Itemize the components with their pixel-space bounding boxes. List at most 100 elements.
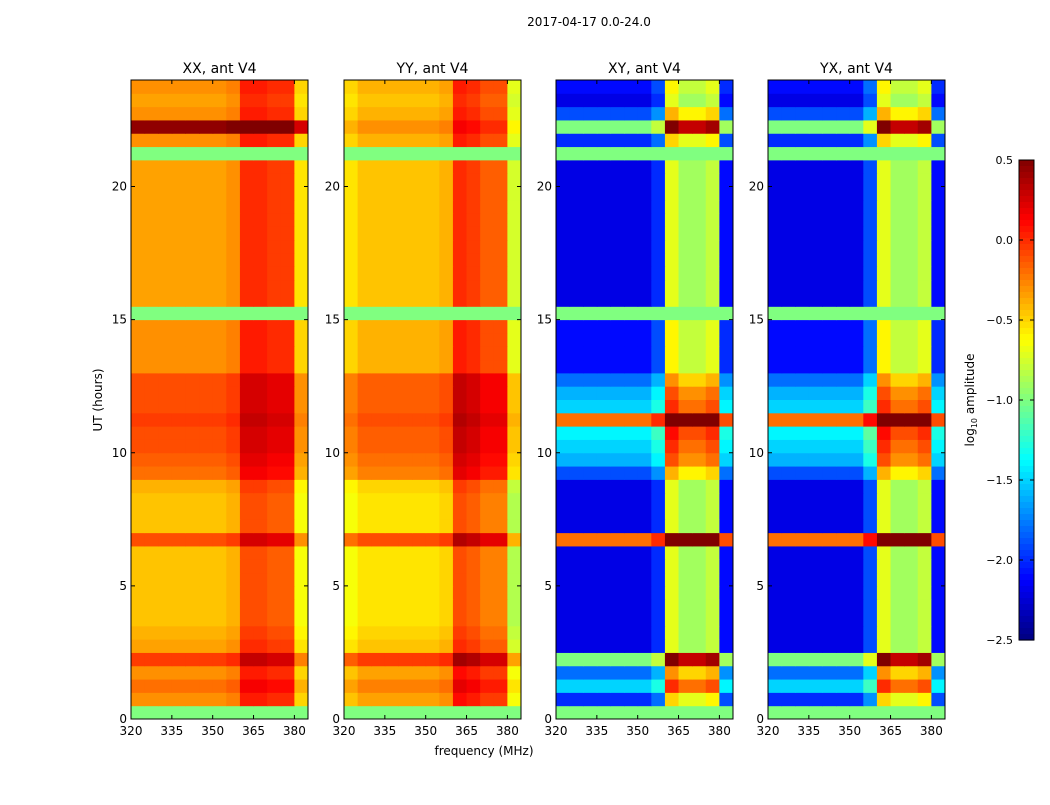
heatmap-cell <box>199 213 214 227</box>
heatmap-cell <box>226 665 241 680</box>
heatmap-cell <box>890 253 905 267</box>
heatmap-cell <box>836 173 851 187</box>
heatmap-cell <box>890 332 905 347</box>
heatmap-cell <box>583 532 598 547</box>
heatmap-cell <box>425 359 440 374</box>
heatmap-cell <box>158 186 173 201</box>
colorbar-segment <box>1019 226 1034 233</box>
heatmap-cell <box>836 119 851 134</box>
heatmap-cell <box>226 239 241 254</box>
heatmap-cell <box>212 80 227 94</box>
heatmap-cell <box>144 199 159 214</box>
colorbar-segment <box>1019 160 1034 167</box>
heatmap-cell <box>569 679 584 693</box>
heatmap-cell <box>610 293 625 307</box>
heatmap-cell <box>507 239 522 254</box>
heatmap-cell <box>226 612 241 627</box>
heatmap-cell <box>822 652 837 667</box>
heatmap-cell <box>131 665 146 680</box>
heatmap-cell <box>876 266 892 281</box>
heatmap-cell <box>876 93 892 108</box>
heatmap-cell <box>876 332 892 347</box>
heatmap-cell <box>705 186 720 201</box>
heatmap-cell <box>357 319 372 334</box>
heatmap-cell <box>917 279 932 294</box>
heatmap-cell <box>583 359 598 374</box>
heatmap-cell <box>439 639 454 653</box>
heatmap-cell <box>439 93 454 108</box>
y-axis-label: UT (hours) <box>91 368 105 431</box>
heatmap-cell <box>624 466 639 480</box>
heatmap-cell <box>692 466 707 480</box>
heatmap-cell <box>226 545 241 560</box>
heatmap-cell <box>452 572 468 587</box>
heatmap-cell <box>452 599 468 613</box>
heatmap-cell <box>280 213 295 227</box>
heatmap-cell <box>569 346 584 361</box>
heatmap-cell <box>384 293 399 307</box>
heatmap-cell <box>637 306 652 321</box>
heatmap-cell <box>439 253 454 267</box>
heatmap-cell <box>849 239 864 254</box>
heatmap-cell <box>596 452 611 467</box>
heatmap-cell <box>719 652 734 667</box>
heatmap-cell <box>452 386 468 400</box>
heatmap-cell <box>357 479 372 494</box>
heatmap-cell <box>158 146 173 161</box>
heatmap-cell <box>294 599 309 613</box>
heatmap-cell <box>610 612 625 627</box>
heatmap-cell <box>808 306 823 321</box>
heatmap-cell <box>781 679 796 693</box>
x-tick-label: 335 <box>373 724 396 738</box>
heatmap-cell <box>692 612 707 627</box>
heatmap-cell <box>226 652 241 667</box>
heatmap-cell <box>876 585 892 600</box>
heatmap-cell <box>226 532 241 547</box>
heatmap-cell <box>344 572 359 587</box>
heatmap-cell <box>452 93 468 108</box>
heatmap-cell <box>781 186 796 201</box>
heatmap-cell <box>412 492 427 507</box>
heatmap-cell <box>624 399 639 414</box>
heatmap-cell <box>239 199 255 214</box>
colorbar-segment <box>1019 526 1034 533</box>
heatmap-cell <box>781 545 796 560</box>
heatmap-cell <box>768 532 783 547</box>
heatmap-cell <box>719 439 734 454</box>
heatmap-cell <box>705 159 720 174</box>
heatmap-cell <box>863 332 878 347</box>
heatmap-cell <box>849 506 864 520</box>
heatmap-cell <box>849 372 864 387</box>
heatmap-cell <box>596 93 611 108</box>
heatmap-cell <box>583 705 598 720</box>
heatmap-cell <box>239 239 255 254</box>
heatmap-cell <box>931 173 946 187</box>
heatmap-cell <box>344 133 359 148</box>
heatmap-cell <box>890 585 905 600</box>
heatmap-cell <box>185 545 200 560</box>
heatmap-cell <box>849 652 864 667</box>
heatmap-cell <box>795 585 810 600</box>
colorbar-segment <box>1019 520 1034 527</box>
heatmap-cell <box>466 439 481 454</box>
heatmap-cell <box>610 492 625 507</box>
heatmap-cell <box>917 399 932 414</box>
heatmap-cell <box>768 119 783 134</box>
heatmap-cell <box>849 612 864 627</box>
heatmap-cell <box>439 199 454 214</box>
heatmap-cell <box>876 545 892 560</box>
colorbar-segment <box>1019 424 1034 431</box>
heatmap-cell <box>439 332 454 347</box>
heatmap-cell <box>822 133 837 148</box>
heatmap-cell <box>144 239 159 254</box>
heatmap-cell <box>664 199 680 214</box>
heatmap-cell <box>466 199 481 214</box>
heatmap-cell <box>822 572 837 587</box>
heatmap-cell <box>267 639 282 653</box>
x-tick-label: 320 <box>757 724 780 738</box>
heatmap-cell <box>890 213 905 227</box>
heatmap-cell <box>678 705 693 720</box>
heatmap-cell <box>239 639 255 653</box>
heatmap-cell <box>795 253 810 267</box>
heatmap-cell <box>131 599 146 613</box>
